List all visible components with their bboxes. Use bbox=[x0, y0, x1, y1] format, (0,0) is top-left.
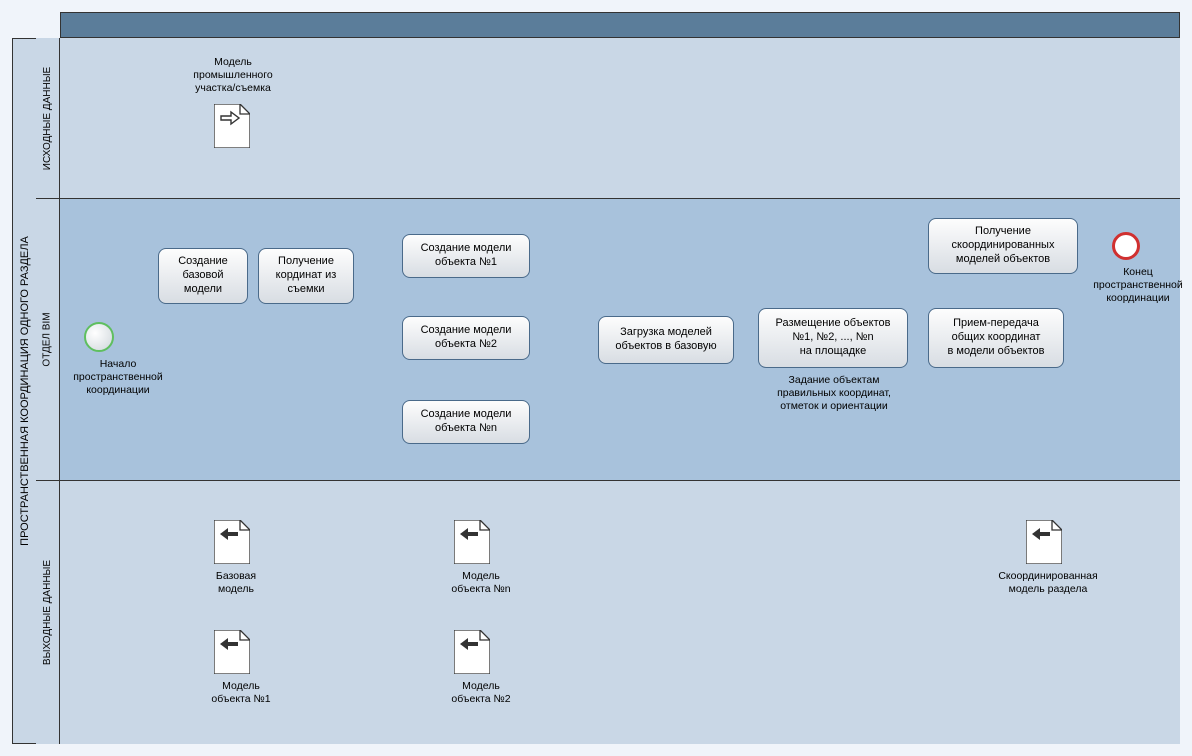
lane-output-header: ВЫХОДНЫЕ ДАННЫЕ bbox=[36, 481, 60, 744]
task-t-place: Размещение объектов№1, №2, ..., №nна пло… bbox=[758, 308, 908, 368]
label-lbl-place: Задание объектамправильных координат,отм… bbox=[752, 374, 916, 413]
document-icon bbox=[454, 520, 490, 564]
label-lbl-doc-o2: Модельобъекта №2 bbox=[436, 680, 526, 706]
task-t-coords: Получениекординат изсъемки bbox=[258, 248, 354, 304]
pool-title-bar bbox=[60, 12, 1180, 38]
task-t-obj2: Создание моделиобъекта №2 bbox=[402, 316, 530, 360]
pool-header: ПРОСТРАНСТВЕННАЯ КООРДИНАЦИЯ ОДНОГО РАЗД… bbox=[13, 39, 37, 743]
label-lbl-end: Конецпространственнойкоординации bbox=[1086, 266, 1190, 305]
task-t-share: Прием-передачаобщих координатв модели об… bbox=[928, 308, 1064, 368]
document-icon bbox=[214, 104, 250, 148]
end-event bbox=[1112, 232, 1140, 260]
document-icon bbox=[454, 630, 490, 674]
task-t-base: Созданиебазовоймодели bbox=[158, 248, 248, 304]
task-t-objn: Создание моделиобъекта №n bbox=[402, 400, 530, 444]
lane-bim-title: ОТДЕЛ BIM bbox=[42, 312, 53, 366]
start-event bbox=[84, 322, 114, 352]
label-lbl-start: Началопространственнойкоординации bbox=[58, 358, 178, 397]
label-lbl-doc-res: Скоординированнаямодель раздела bbox=[978, 570, 1118, 596]
label-lbl-doc-base: Базоваямодель bbox=[196, 570, 276, 596]
label-lbl-doc-o1: Модельобъекта №1 bbox=[196, 680, 286, 706]
document-icon bbox=[214, 630, 250, 674]
document-icon bbox=[214, 520, 250, 564]
lane-source-title: ИСХОДНЫЕ ДАННЫЕ bbox=[42, 66, 53, 169]
task-t-load: Загрузка моделейобъектов в базовую bbox=[598, 316, 734, 364]
label-lbl-doc-on: Модельобъекта №n bbox=[436, 570, 526, 596]
task-t-result: Получениескоординированныхмоделей объект… bbox=[928, 218, 1078, 274]
document-icon bbox=[1026, 520, 1062, 564]
lane-output-title: ВЫХОДНЫЕ ДАННЫЕ bbox=[42, 560, 53, 665]
task-t-obj1: Создание моделиобъекта №1 bbox=[402, 234, 530, 278]
label-lbl-doc-in: Модельпромышленногоучастка/съемка bbox=[168, 56, 298, 95]
lane-bim-header: ОТДЕЛ BIM bbox=[36, 199, 60, 480]
pool-title: ПРОСТРАНСТВЕННАЯ КООРДИНАЦИЯ ОДНОГО РАЗД… bbox=[19, 236, 31, 546]
lane-source-header: ИСХОДНЫЕ ДАННЫЕ bbox=[36, 38, 60, 198]
